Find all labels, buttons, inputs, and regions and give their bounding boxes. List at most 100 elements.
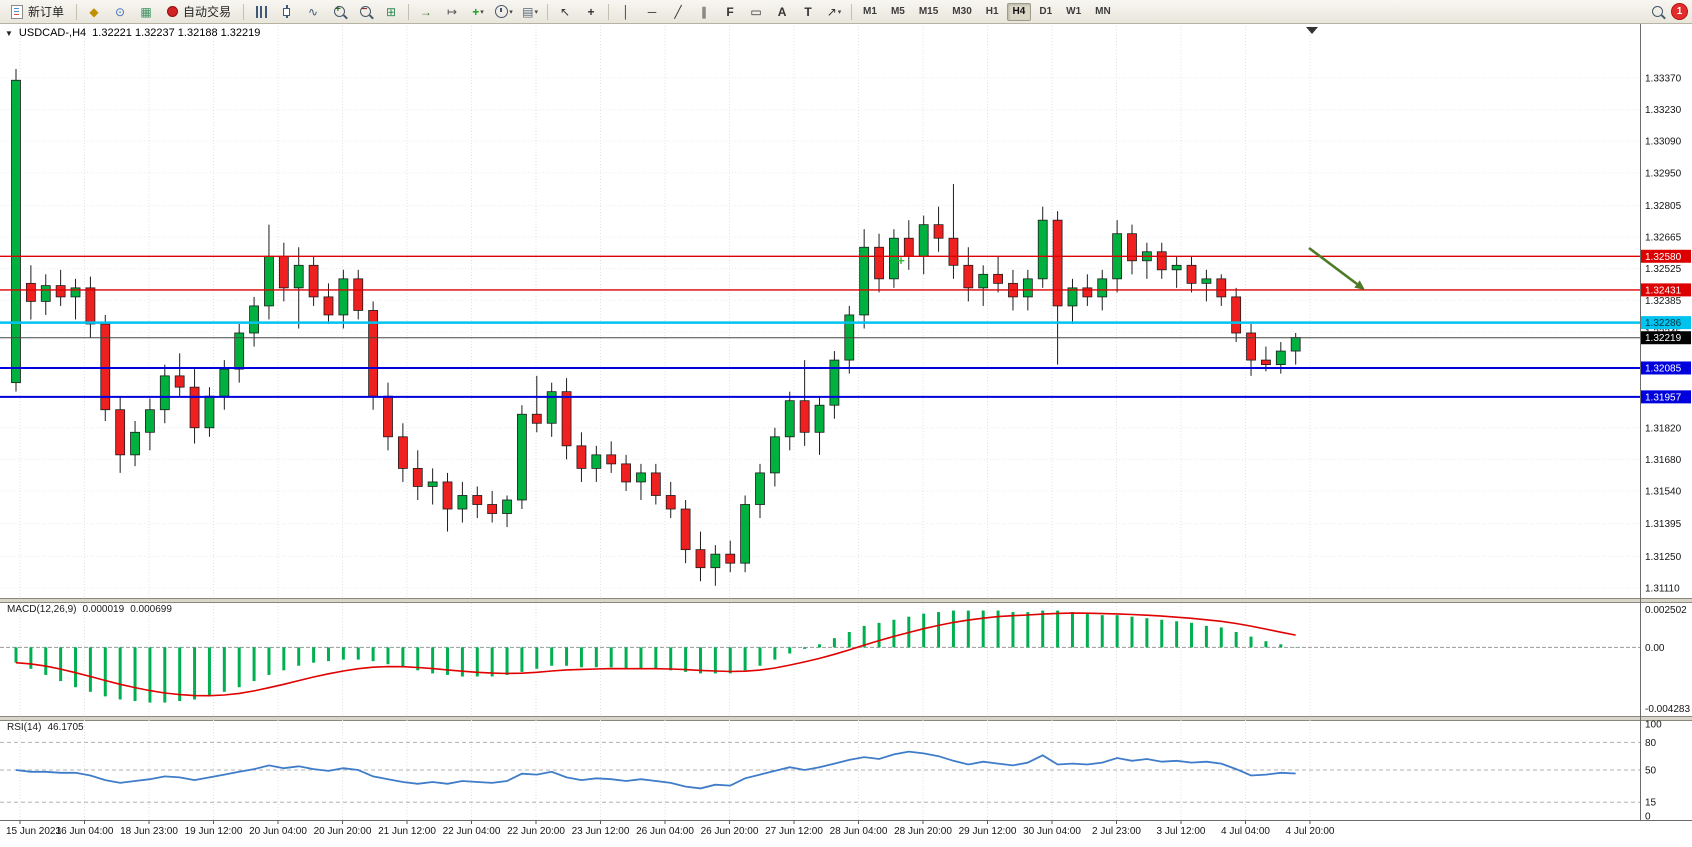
timeframe-button-m15[interactable]: M15: [918, 6, 939, 17]
candle-body: [650, 472, 661, 496]
candle-body: [799, 400, 810, 433]
candle-body: [1067, 287, 1078, 307]
pane-splitter[interactable]: [0, 716, 1692, 720]
crosshair-button[interactable]: +: [579, 2, 603, 22]
candle-body: [427, 481, 438, 487]
bar-chart-button[interactable]: [249, 2, 273, 22]
timeframe-button-h4[interactable]: H4: [1006, 2, 1032, 21]
channel-button[interactable]: ∥: [692, 2, 716, 22]
candle-body: [1171, 264, 1182, 271]
macd-indicator-label: MACD(12,26,9) 0.000019 0.000699: [7, 604, 172, 615]
pane-splitter[interactable]: [0, 598, 1692, 602]
trendline-icon: ╱: [674, 4, 682, 19]
rsi-line: [15, 750, 1296, 790]
rsi-value: 46.1705: [47, 722, 84, 733]
timeframe-button-w1[interactable]: W1: [1066, 6, 1082, 17]
candle-body: [1275, 350, 1286, 365]
date-label: 21 Jun 12:00: [378, 826, 436, 837]
resistance-line-2-badge: [1641, 283, 1691, 297]
price-axis-label: 1.31820: [1645, 423, 1682, 434]
candle-body: [1261, 359, 1271, 365]
terminal-button[interactable]: ▦: [134, 2, 158, 22]
market-watch-button[interactable]: ◆: [82, 2, 106, 22]
search-button[interactable]: [1645, 2, 1669, 22]
trend-arrow-head[interactable]: [1354, 280, 1365, 290]
periods-icon: [495, 5, 509, 18]
crosshair-icon: +: [587, 4, 595, 19]
candle-body: [249, 305, 259, 334]
notification-badge[interactable]: 1: [1671, 3, 1688, 20]
timeframe-button-m1[interactable]: M1: [863, 6, 877, 17]
shapes-button[interactable]: ▭: [744, 2, 768, 22]
candle-body: [1052, 219, 1063, 307]
periods-button[interactable]: ▾: [492, 2, 516, 22]
terminal-icon: ▦: [140, 4, 152, 19]
candle-body: [40, 285, 51, 302]
date-label: 23 Jun 12:00: [572, 826, 630, 837]
candlestick-chart-button[interactable]: [275, 2, 299, 22]
plus-marker[interactable]: +: [897, 253, 905, 268]
price-axis[interactable]: [1640, 24, 1692, 820]
candle-body: [278, 255, 289, 289]
resistance-line-1-badge-text: 1.32580: [1645, 252, 1682, 263]
cursor-button[interactable]: ↖: [553, 2, 577, 22]
timeframe-button-m30[interactable]: M30: [952, 6, 972, 17]
timeframe-button-h1[interactable]: H1: [985, 6, 999, 17]
zoom-out-button[interactable]: [353, 2, 377, 22]
vertical-line-button[interactable]: │: [614, 2, 638, 22]
timeframe-button-mn[interactable]: MN: [1095, 6, 1111, 17]
horizontal-line-button[interactable]: ─: [640, 2, 664, 22]
candle-body: [189, 386, 200, 429]
candle-body: [457, 495, 468, 510]
candle-body: [1186, 264, 1197, 284]
auto-scroll-button[interactable]: →: [414, 2, 438, 22]
new-order-button[interactable]: 新订单: [4, 2, 71, 22]
trendline-button[interactable]: ╱: [666, 2, 690, 22]
date-label: 22 Jun 20:00: [507, 826, 565, 837]
tile-windows-button[interactable]: ⊞: [379, 2, 403, 22]
candle-body: [1231, 296, 1242, 334]
candle-body: [725, 553, 736, 564]
candle-body: [784, 400, 795, 438]
fibonacci-button[interactable]: F: [718, 2, 742, 22]
text-button[interactable]: A: [770, 2, 794, 22]
chart-menu-arrow-icon[interactable]: ▼: [5, 28, 13, 38]
timeframe-button-d1[interactable]: D1: [1039, 6, 1053, 17]
navigator-button[interactable]: ⊙: [108, 2, 132, 22]
arrow-objects-button[interactable]: ↗ ▾: [822, 2, 846, 22]
line-chart-button[interactable]: ∿: [301, 2, 325, 22]
candle-body: [561, 391, 572, 447]
candle-body: [531, 413, 542, 424]
toolbar-separator: [408, 3, 410, 20]
rsi-scale-label: 50: [1645, 766, 1657, 777]
indicators-icon: +: [472, 4, 480, 19]
trend-arrow[interactable]: [1308, 246, 1358, 286]
chart-header: ▼ USDCAD-,H4 1.32221 1.32237 1.32188 1.3…: [5, 27, 260, 39]
date-label: 15 Jun 2023: [6, 826, 61, 837]
candle-body: [174, 375, 185, 388]
autotrading-button-label: 自动交易: [183, 5, 232, 19]
candle-body: [517, 413, 527, 501]
candle-body: [397, 436, 408, 469]
zoom-out-icon: [359, 4, 371, 17]
templates-button[interactable]: ▤ ▾: [518, 2, 542, 22]
text-label-button[interactable]: T: [796, 2, 820, 22]
candle-body: [874, 246, 884, 280]
chart-shift-icon: ↦: [447, 4, 458, 19]
support-line-2-badge: [1641, 390, 1691, 404]
chart-shift-button[interactable]: ↦: [440, 2, 464, 22]
timeframe-button-m5[interactable]: M5: [890, 6, 905, 17]
time-axis[interactable]: [0, 821, 1640, 847]
candle-body: [159, 375, 170, 411]
autotrading-button[interactable]: 自动交易: [160, 2, 238, 22]
indicators-button[interactable]: + ▾: [466, 2, 490, 22]
candle-body: [11, 79, 21, 384]
date-label: 26 Jun 20:00: [701, 826, 759, 837]
chart-shift-marker-icon[interactable]: [1306, 27, 1318, 34]
candle-body: [636, 472, 646, 483]
date-label: 30 Jun 04:00: [1023, 826, 1081, 837]
rsi-scale-label: 0: [1645, 812, 1651, 823]
zoom-in-button[interactable]: [327, 2, 351, 22]
price-axis-label: 1.32665: [1645, 233, 1682, 244]
